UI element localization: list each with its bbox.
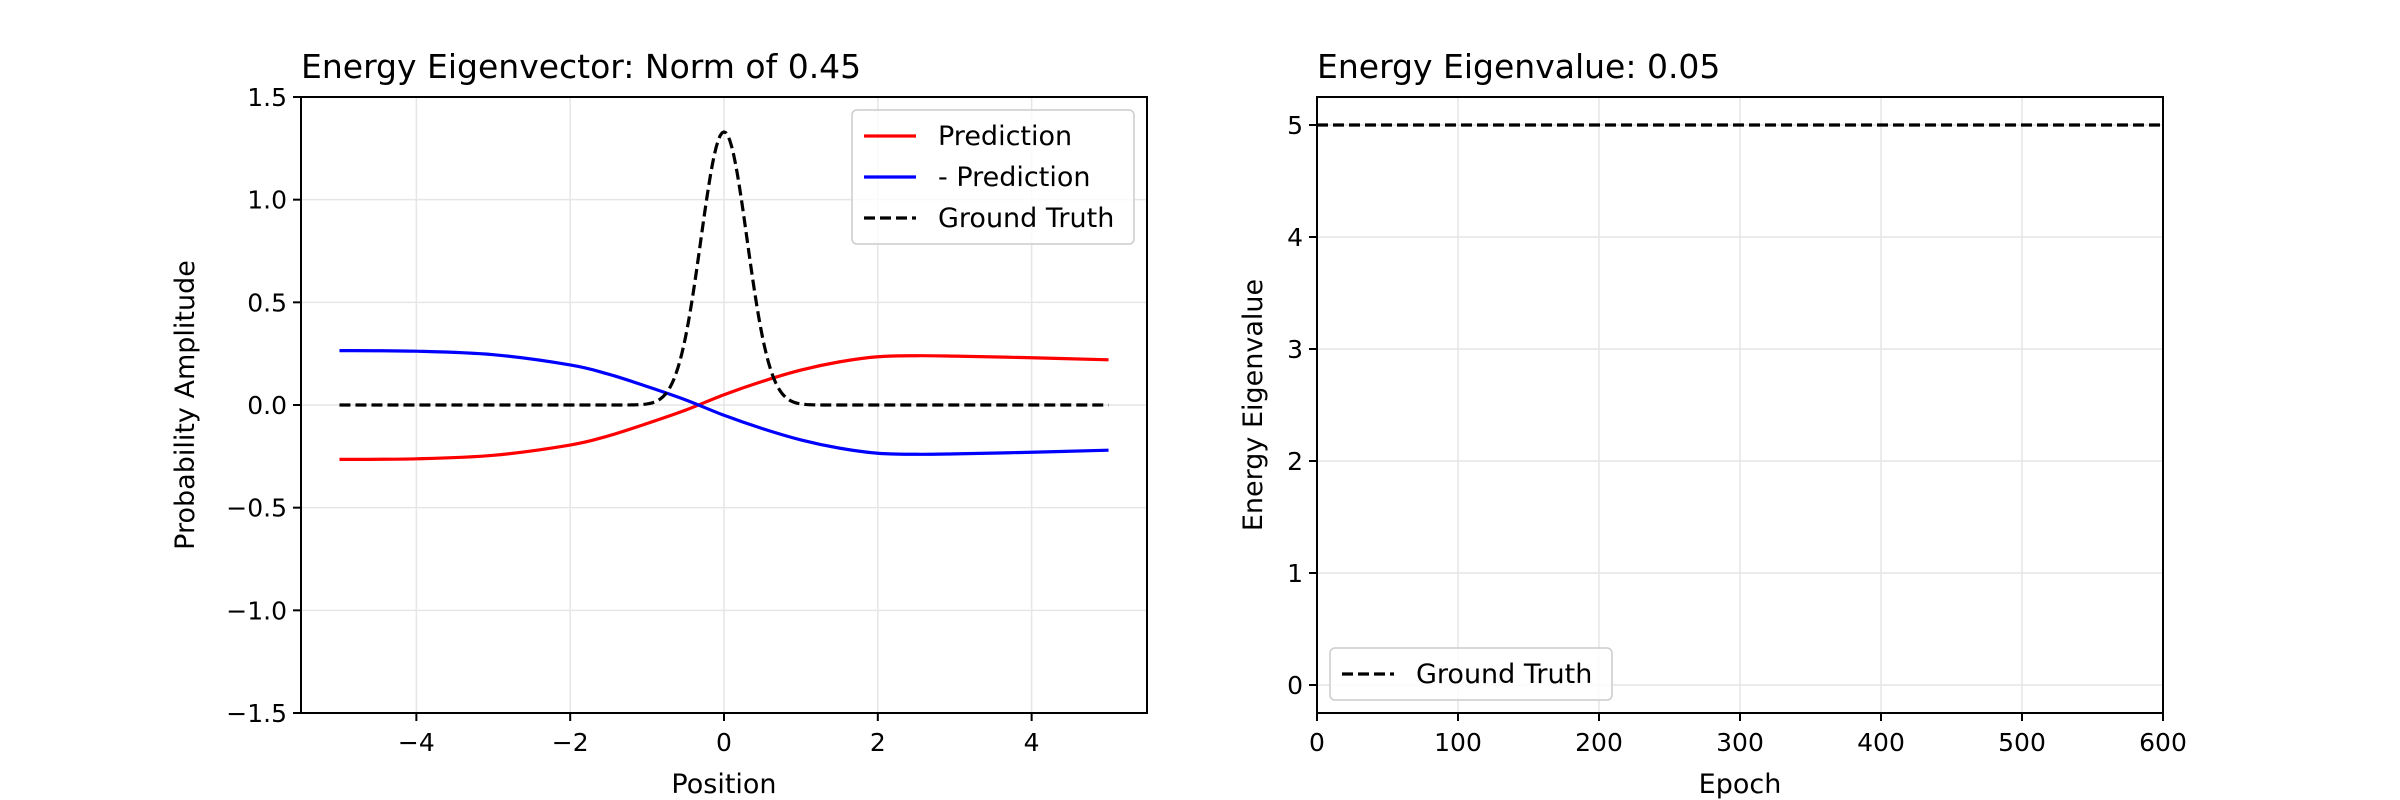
eigenvalue-x-tick-label: 600 [2139, 728, 2187, 757]
eigenvector-x-tick-label: −4 [398, 728, 435, 757]
eigenvalue-x-tick-label: 100 [1434, 728, 1482, 757]
eigenvector-plot-title: Energy Eigenvector: Norm of 0.45 [301, 47, 861, 86]
eigenvalue-y-tick-label: 2 [1287, 447, 1303, 476]
eigenvalue-x-tick-label: 300 [1716, 728, 1764, 757]
eigenvector-y-tick-label: 1.0 [247, 186, 287, 215]
eigenvalue-x-tick-label: 400 [1857, 728, 1905, 757]
eigenvector-legend-label: Prediction [938, 121, 1072, 152]
eigenvector-x-tick-label: 4 [1024, 728, 1040, 757]
eigenvector-series-prediction-line [339, 348, 1109, 456]
eigenvector-x-axis-label: Position [671, 769, 776, 800]
eigenvalue-x-tick-label: 200 [1575, 728, 1623, 757]
eigenvalue-y-tick-label: 5 [1287, 111, 1303, 140]
eigenvalue-y-tick-label: 3 [1287, 335, 1303, 364]
eigenvalue-y-tick-label: 0 [1287, 671, 1303, 700]
eigenvector-y-tick-label: 1.5 [247, 83, 287, 112]
eigenvector-legend-label: Ground Truth [938, 203, 1114, 234]
eigenvector-y-tick-label: −0.5 [226, 494, 287, 523]
eigenvalue-legend [1329, 647, 1613, 701]
eigenvector-legend-label: - Prediction [938, 162, 1090, 193]
eigenvalue-y-tick-label: 4 [1287, 223, 1303, 252]
eigenvalue-y-axis-label: Energy Eigenvalue [1238, 279, 1269, 531]
eigenvalue-plot-title: Energy Eigenvalue: 0.05 [1317, 47, 1720, 86]
eigenvalue-x-axis-label: Epoch [1699, 769, 1782, 800]
eigenvector-y-tick-label: 0.0 [247, 391, 287, 420]
eigenvalue-legend-label: Ground Truth [1416, 659, 1592, 690]
eigenvector-series-prediction-line [339, 354, 1109, 462]
eigenvector-x-tick-label: −2 [552, 728, 589, 757]
eigenvector-series-ground-truth-line [339, 130, 1109, 407]
eigenvector-y-tick-label: −1.5 [226, 699, 287, 728]
eigenvalue-y-tick-label: 1 [1287, 559, 1303, 588]
eigenvector-y-tick-label: −1.0 [226, 596, 287, 625]
eigenvalue-plot: 0 100 200 300 400 500 600 0 1 2 3 4 5 Energy Eigenva… [1238, 47, 2187, 800]
eigenvector-x-tick-label: 2 [870, 728, 886, 757]
eigenvalue-x-tick-label: 0 [1309, 728, 1325, 757]
eigenvector-x-tick-label: 0 [716, 728, 732, 757]
eigenvector-plot: −4 −2 0 2 4 −1.5 −1.0 −0.5 0.0 0.5 1.0 1.5 Energy E… [170, 47, 1148, 800]
eigenvalue-x-tick-label: 500 [1998, 728, 2046, 757]
eigenvector-legend [851, 109, 1135, 245]
eigenvector-y-axis-label: Probability Amplitude [170, 260, 201, 550]
eigenvector-y-tick-label: 0.5 [247, 288, 287, 317]
